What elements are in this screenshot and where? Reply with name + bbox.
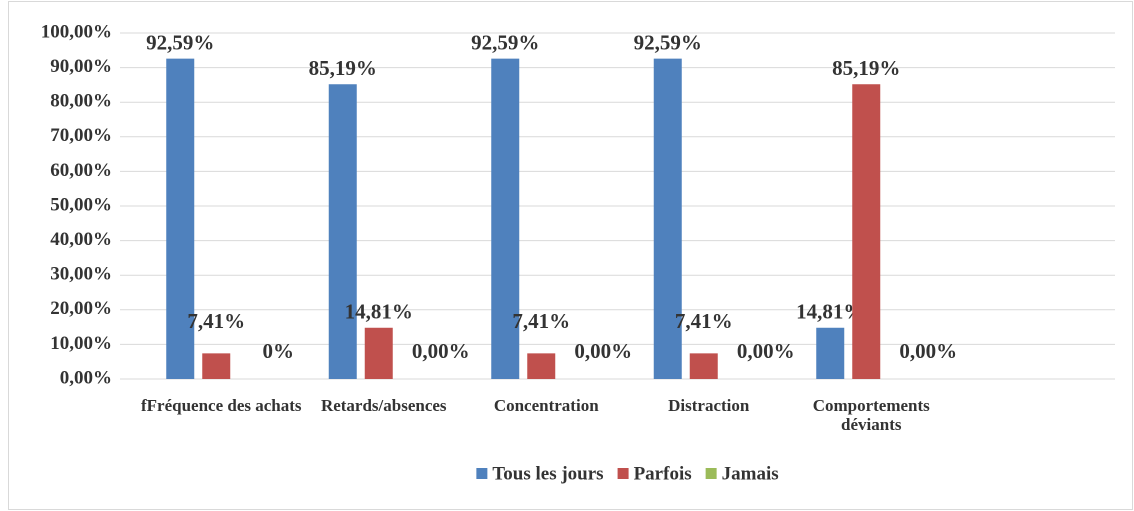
data-label: 7,41% <box>512 309 570 333</box>
y-tick-label: 80,00% <box>50 91 112 112</box>
x-tick-label: Retards/absences <box>320 396 447 415</box>
y-tick-label: 0,00% <box>60 367 112 388</box>
legend-swatch <box>476 468 488 479</box>
data-label: 92,59% <box>634 30 702 54</box>
data-label: 14,81% <box>345 300 413 324</box>
bar <box>202 353 231 379</box>
x-tick-label: Distraction <box>668 396 750 415</box>
data-label: 0,00% <box>574 339 632 363</box>
y-tick-label: 10,00% <box>50 333 112 354</box>
bar <box>527 353 556 379</box>
bar <box>653 58 682 379</box>
y-tick-label: 30,00% <box>50 264 112 285</box>
legend-label: Tous les jours <box>492 463 603 484</box>
x-tick-label: fFréquence des achats <box>140 396 302 415</box>
data-label: 0,00% <box>737 339 795 363</box>
bar <box>491 58 520 379</box>
y-tick-label: 90,00% <box>50 56 112 77</box>
x-tick-label: Comportements déviants <box>812 396 930 434</box>
bar <box>852 84 881 379</box>
data-label: 0,00% <box>412 339 470 363</box>
data-label: 7,41% <box>675 309 733 333</box>
y-tick-label: 50,00% <box>50 194 112 215</box>
data-label: 85,19% <box>832 56 900 80</box>
bar <box>364 327 393 379</box>
chart-border <box>8 1 1133 510</box>
x-tick-label: Concentration <box>493 396 599 415</box>
bar <box>328 84 357 379</box>
data-label: 7,41% <box>187 309 245 333</box>
y-tick-label: 20,00% <box>50 298 112 319</box>
data-label: 92,59% <box>471 30 539 54</box>
data-label: 0,00% <box>899 339 957 363</box>
y-tick-label: 40,00% <box>50 229 112 250</box>
legend-swatch <box>617 468 629 479</box>
data-label: 0% <box>263 339 295 363</box>
legend-label: Parfois <box>634 463 692 484</box>
bar <box>689 353 718 379</box>
y-tick-label: 70,00% <box>50 125 112 146</box>
legend-swatch <box>705 468 717 479</box>
legend-label: Jamais <box>722 463 779 484</box>
bar <box>816 327 845 379</box>
data-label: 85,19% <box>309 56 377 80</box>
bar <box>166 58 195 379</box>
y-tick-label: 60,00% <box>50 160 112 181</box>
data-label: 92,59% <box>146 30 214 54</box>
y-tick-label: 100,00% <box>41 21 112 42</box>
